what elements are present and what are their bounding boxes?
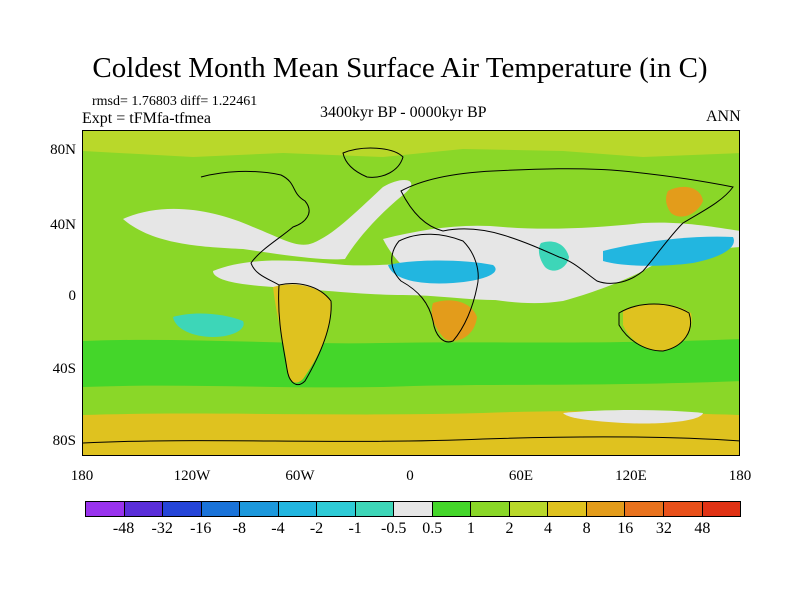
colorbar-box xyxy=(124,502,164,516)
coastlines xyxy=(83,147,739,444)
colorbar-level-label: -48 xyxy=(112,520,135,537)
x-tick-label: 120W xyxy=(173,468,211,484)
colorbar-box xyxy=(625,502,664,516)
australia-warm-region xyxy=(623,303,692,351)
colorbar-box xyxy=(702,502,741,516)
stats-text: rmsd= 1.76803 diff= 1.22461 xyxy=(92,94,258,109)
colorbar-level-label: 4 xyxy=(544,520,553,537)
x-tick-label: 180 xyxy=(70,468,94,484)
antarctic-neutral-strip xyxy=(563,410,703,424)
south-america-coast xyxy=(278,283,332,385)
y-tick-label: 40S xyxy=(52,361,76,377)
colorbar-level-label: 16 xyxy=(617,520,634,537)
north-africa-cool-patch xyxy=(388,260,496,284)
x-tick-label: 120E xyxy=(615,468,647,484)
east-asia-cool-patch xyxy=(603,236,734,266)
colorbar-box xyxy=(201,502,241,516)
colorbar-box xyxy=(394,502,433,516)
colorbar-level-label: -2 xyxy=(309,520,324,537)
colorbar-box xyxy=(355,502,395,516)
antarctica-coast xyxy=(83,436,739,444)
greenland-coast xyxy=(342,147,404,178)
east-siberia-hot-patch xyxy=(666,186,703,217)
colorbar-box xyxy=(317,502,356,516)
india-cool-patch xyxy=(538,241,569,271)
x-tick-label: 0 xyxy=(406,468,414,484)
southern-africa-hot-region xyxy=(431,300,477,341)
colorbar xyxy=(85,501,741,517)
colorbar-level-label: -16 xyxy=(190,520,212,537)
colorbar-box xyxy=(509,502,549,516)
colorbar-level-label: 2 xyxy=(505,520,514,537)
antarctic-region xyxy=(83,411,739,455)
x-tick-label: 180 xyxy=(728,468,752,484)
y-tick-label: 40N xyxy=(50,217,76,233)
x-tick-label: 60E xyxy=(508,468,534,484)
colorbar-level-label: 32 xyxy=(655,520,672,537)
colorbar-level-label: -1 xyxy=(348,520,362,537)
colorbar-box xyxy=(471,502,510,516)
colorbar-box xyxy=(586,502,626,516)
colorbar-box xyxy=(278,502,318,516)
colorbar-level-label: -8 xyxy=(232,520,246,537)
colorbar-level-label: 8 xyxy=(582,520,591,537)
colorbar-level-label: 48 xyxy=(694,520,711,537)
x-tick-label: 60W xyxy=(285,468,315,484)
y-tick-label: 80S xyxy=(52,433,76,449)
colorbar-level-label: -32 xyxy=(151,520,173,537)
y-tick-label: 80N xyxy=(50,142,76,158)
south-pacific-cool-patch xyxy=(173,313,244,337)
figure-title: Coldest Month Mean Surface Air Temperatu… xyxy=(92,52,708,84)
australia-coast xyxy=(618,303,691,352)
y-tick-label: 0 xyxy=(68,288,77,304)
season-label: ANN xyxy=(706,108,741,125)
period-label: 3400kyr BP - 0000kyr BP xyxy=(320,104,487,121)
colorbar-box xyxy=(432,502,472,516)
north-america-coast xyxy=(200,170,310,286)
map-frame xyxy=(82,130,740,456)
colorbar-box xyxy=(163,502,202,516)
world-map xyxy=(83,131,739,455)
colorbar-box xyxy=(548,502,587,516)
colorbar-level-label: 1 xyxy=(466,520,475,537)
colorbar-box xyxy=(240,502,279,516)
colorbar-level-label: -4 xyxy=(271,520,285,537)
colorbar-box xyxy=(663,502,703,516)
southern-ocean-band xyxy=(83,339,739,388)
arctic-region xyxy=(83,131,739,157)
eurasia-coast xyxy=(400,168,734,284)
south-america-warm-region xyxy=(273,284,332,383)
colorbar-level-label: -0.5 xyxy=(381,520,407,537)
colorbar-level-label: 0.5 xyxy=(422,520,443,537)
north-neutral-band xyxy=(123,180,412,260)
experiment-label: Expt = tFMfa-tfmea xyxy=(82,110,211,127)
africa-coast xyxy=(391,233,479,343)
colorbar-box xyxy=(86,502,125,516)
